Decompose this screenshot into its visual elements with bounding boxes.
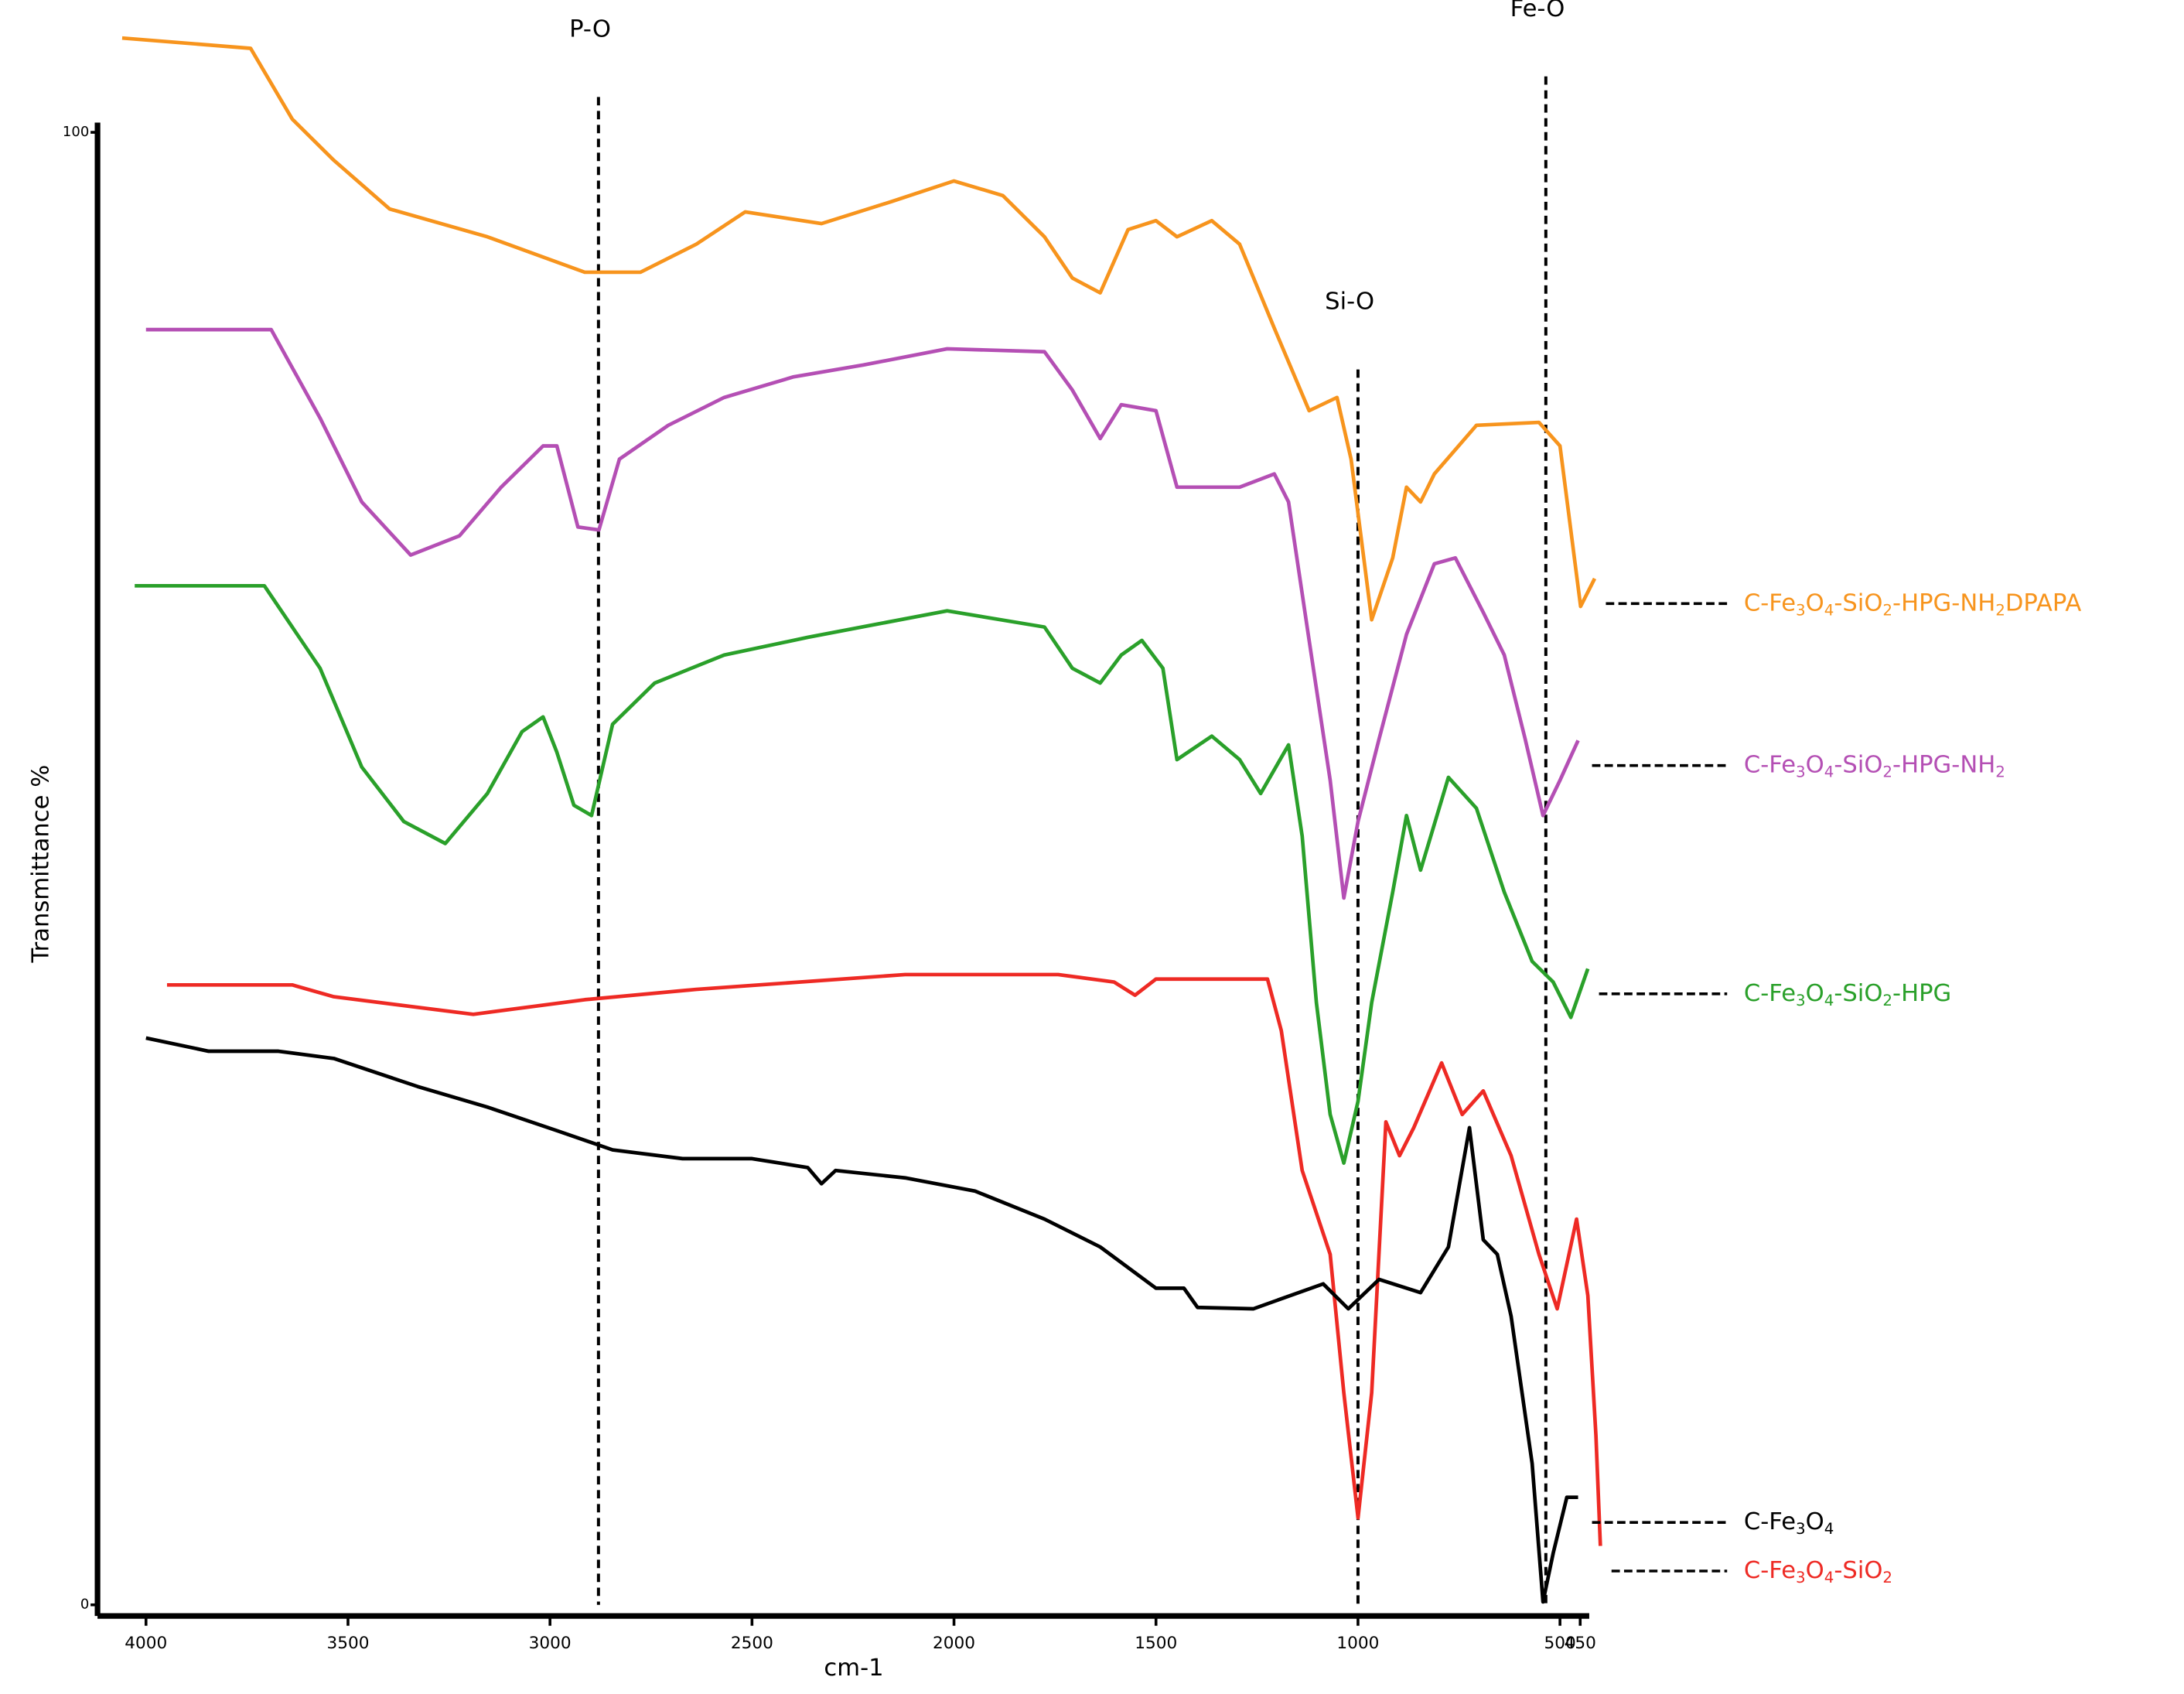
y-axis-title: Transmittance % xyxy=(28,765,55,964)
legend-label: C-Fe3O4-SiO2 xyxy=(1744,1557,1892,1586)
legend-label: C-Fe3O4-SiO2-HPG-NH2DPAPA xyxy=(1744,589,2082,619)
x-tick-label: 3500 xyxy=(326,1634,369,1653)
x-tick-label: 2000 xyxy=(933,1634,975,1653)
x-tick-label: 500 xyxy=(1544,1634,1575,1653)
series-line xyxy=(145,327,1580,900)
x-axis-title: cm-1 xyxy=(824,1655,883,1682)
legend-label: C-Fe3O4 xyxy=(1744,1508,1834,1538)
series-line xyxy=(166,972,1602,1546)
x-tick-label: 1500 xyxy=(1135,1634,1177,1653)
x-tick-label: 1000 xyxy=(1336,1634,1379,1653)
series-line xyxy=(135,583,1590,1165)
annotation-label: Si-O xyxy=(1325,289,1374,316)
y-tick-label: 0 xyxy=(80,1597,89,1613)
legend-label: C-Fe3O4-SiO2-HPG-NH2 xyxy=(1744,751,2005,780)
series-line xyxy=(121,36,1597,622)
y-tick-label: 100 xyxy=(63,124,89,140)
x-tick-label: 450 xyxy=(1565,1634,1596,1653)
annotation-label: Fe-O xyxy=(1510,0,1565,22)
x-tick-label: 4000 xyxy=(125,1634,167,1653)
legend-label: C-Fe3O4-SiO2-HPG xyxy=(1744,979,1951,1009)
x-tick-label: 3000 xyxy=(529,1634,572,1653)
x-tick-label: 2500 xyxy=(731,1634,773,1653)
series-line xyxy=(145,1036,1578,1604)
annotation-label: P-O xyxy=(569,15,611,43)
